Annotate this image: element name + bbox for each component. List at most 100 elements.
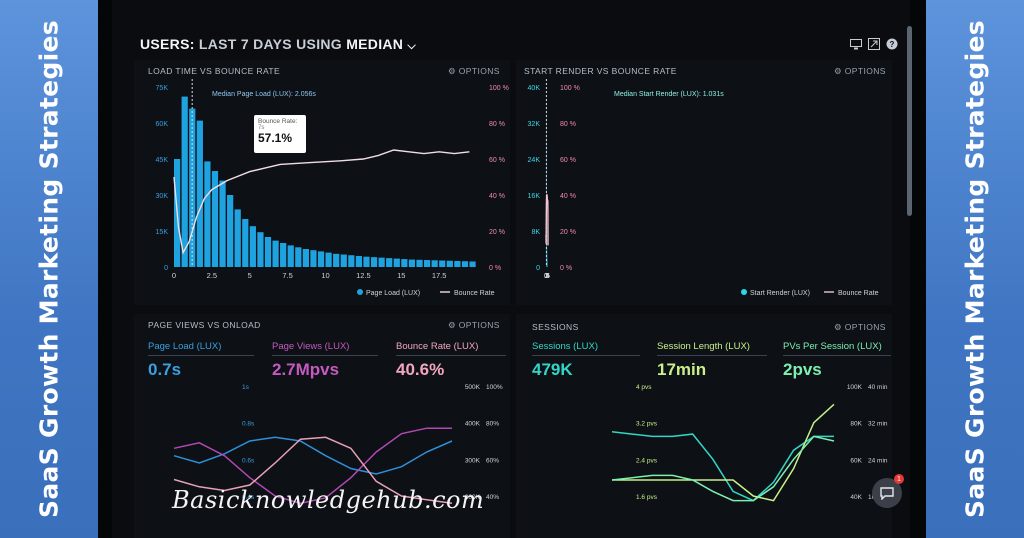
chat-badge: 1 <box>894 474 904 484</box>
y3-tick-label: 40 min <box>868 384 888 391</box>
header-toolbar: ? <box>850 38 898 50</box>
y-tick-label: 0 <box>536 265 540 272</box>
metric-label-bounce-rate: Bounce Rate (LUX) <box>396 341 479 352</box>
metric-label-session-length: Session Length (LUX) <box>657 341 750 352</box>
metric-value-pvs: 2pvs <box>783 360 822 379</box>
panel-title: SESSIONS <box>532 322 579 332</box>
divider <box>532 355 640 356</box>
metric-value-page-views: 2.7Mpvs <box>272 360 340 379</box>
bar <box>408 259 416 267</box>
y2-tick-label: 100K <box>847 384 863 391</box>
y-tick-label: 1s <box>242 384 250 391</box>
y-tick-label: 0.4s <box>242 494 255 501</box>
y3-tick-label: 32 min <box>868 421 888 428</box>
bar <box>257 232 264 267</box>
y3-tick-label: 60% <box>486 457 499 464</box>
tooltip-label: Bounce Rate: <box>258 118 298 125</box>
bar <box>295 247 302 267</box>
y-tick-label: 32K <box>528 121 541 128</box>
options-button[interactable]: ⚙ OPTIONS <box>448 320 500 330</box>
metric-label-pvs: PVs Per Session (LUX) <box>783 341 882 352</box>
bar <box>219 180 226 267</box>
bar <box>340 254 347 267</box>
y3-tick-label: 24 min <box>868 457 888 464</box>
divider <box>657 355 767 356</box>
bar <box>249 226 256 267</box>
x-tick-label: 15 <box>397 271 405 280</box>
share-icon[interactable] <box>868 38 880 50</box>
y-tick-label: 4 pvs <box>636 384 652 391</box>
mode-label: MEDIAN <box>346 36 404 52</box>
gear-icon: ⚙ <box>448 66 457 76</box>
bar <box>393 258 400 267</box>
x-tick-label: 17.5 <box>432 271 447 280</box>
bar <box>242 219 249 267</box>
options-button[interactable]: ⚙ OPTIONS <box>834 322 886 332</box>
bar <box>280 243 287 267</box>
series-line <box>612 403 835 502</box>
x-tick-label: 1 <box>544 271 548 280</box>
y2-tick-label: 60K <box>850 457 862 464</box>
monitor-frame: USERS: LAST 7 DAYS USING MEDIAN ⌵ ? LOAD… <box>98 0 926 538</box>
y3-tick-label: 40% <box>486 494 499 501</box>
bar <box>317 251 325 267</box>
pageviews-chart: 1s 0.8s 0.6s 0.4s 500K 400K 300K 200K 100% 80% 60%… <box>173 384 503 505</box>
render-bounce-chart: 0 8K 16K 24K 32K 40K 0 % 20 % 40 % 60 % 80 % 100 % 0… <box>528 79 879 297</box>
legend-label: Start Render (LUX) <box>750 290 810 297</box>
bar <box>446 260 453 267</box>
divider <box>396 355 506 356</box>
pageviews-vs-onload-panel: PAGE VIEWS VS ONLOAD ⚙ OPTIONS Page Load… <box>134 314 510 538</box>
metric-value-page-load: 0.7s <box>148 360 182 379</box>
bar <box>196 120 203 267</box>
tooltip-sub: 7s <box>258 125 265 131</box>
legend-label: Bounce Rate <box>838 290 879 297</box>
y2-tick-label: 80 % <box>489 121 505 128</box>
tooltip-value: 57.1% <box>258 131 293 145</box>
bar <box>378 257 385 267</box>
bar <box>204 161 211 267</box>
metric-label-page-views: Page Views (LUX) <box>272 341 350 352</box>
panel-title: LOAD TIME VS BOUNCE RATE <box>148 66 281 76</box>
monitor-icon[interactable] <box>850 38 862 50</box>
bar <box>272 240 279 267</box>
y-tick-label: 0.8s <box>242 421 255 428</box>
y2-tick-label: 100 % <box>560 85 580 92</box>
series-line <box>611 435 835 502</box>
scrollbar[interactable] <box>907 26 912 216</box>
svg-text:?: ? <box>890 40 895 49</box>
series-line <box>173 427 452 505</box>
legend-label: Page Load (LUX) <box>366 290 420 297</box>
metric-value-sessions: 479K <box>532 360 573 379</box>
y2-tick-label: 20 % <box>560 229 576 236</box>
bar <box>386 258 393 267</box>
y-tick-label: 0.6s <box>242 457 255 464</box>
chevron-down-icon[interactable]: ⌵ <box>407 40 417 52</box>
divider <box>272 355 378 356</box>
dashboard-screen: USERS: LAST 7 DAYS USING MEDIAN ⌵ ? LOAD… <box>112 0 912 538</box>
x-tick-label: 2.5 <box>207 271 217 280</box>
x-tick-label: 2 <box>545 271 549 280</box>
render-vs-bounce-panel: START RENDER VS BOUNCE RATE ⚙ OPTIONS 0 8… <box>516 60 892 305</box>
y2-tick-label: 300K <box>465 457 481 464</box>
range-label: LAST 7 DAYS <box>198 36 292 52</box>
options-button[interactable]: ⚙ OPTIONS <box>448 66 500 76</box>
bounce-rate-line <box>173 149 470 255</box>
bar <box>287 245 294 267</box>
bar <box>431 260 438 267</box>
bar <box>264 237 272 267</box>
y2-tick-label: 40K <box>850 494 862 501</box>
users-label: USERS: <box>140 36 195 52</box>
gear-icon: ⚙ <box>448 320 457 330</box>
y-tick-label: 45K <box>156 157 169 164</box>
bar <box>234 209 241 267</box>
y-tick-label: 15K <box>156 229 169 236</box>
metric-label-page-load: Page Load (LUX) <box>148 341 222 352</box>
options-button[interactable]: ⚙ OPTIONS <box>834 66 886 76</box>
y3-tick-label: 100% <box>486 384 503 391</box>
help-icon[interactable]: ? <box>886 38 898 50</box>
y2-tick-label: 0 % <box>489 265 501 272</box>
dashboard-title[interactable]: USERS: LAST 7 DAYS USING MEDIAN ⌵ <box>140 36 416 53</box>
y2-tick-label: 80 % <box>560 121 576 128</box>
y2-tick-label: 60 % <box>489 157 505 164</box>
series-line <box>173 436 453 505</box>
